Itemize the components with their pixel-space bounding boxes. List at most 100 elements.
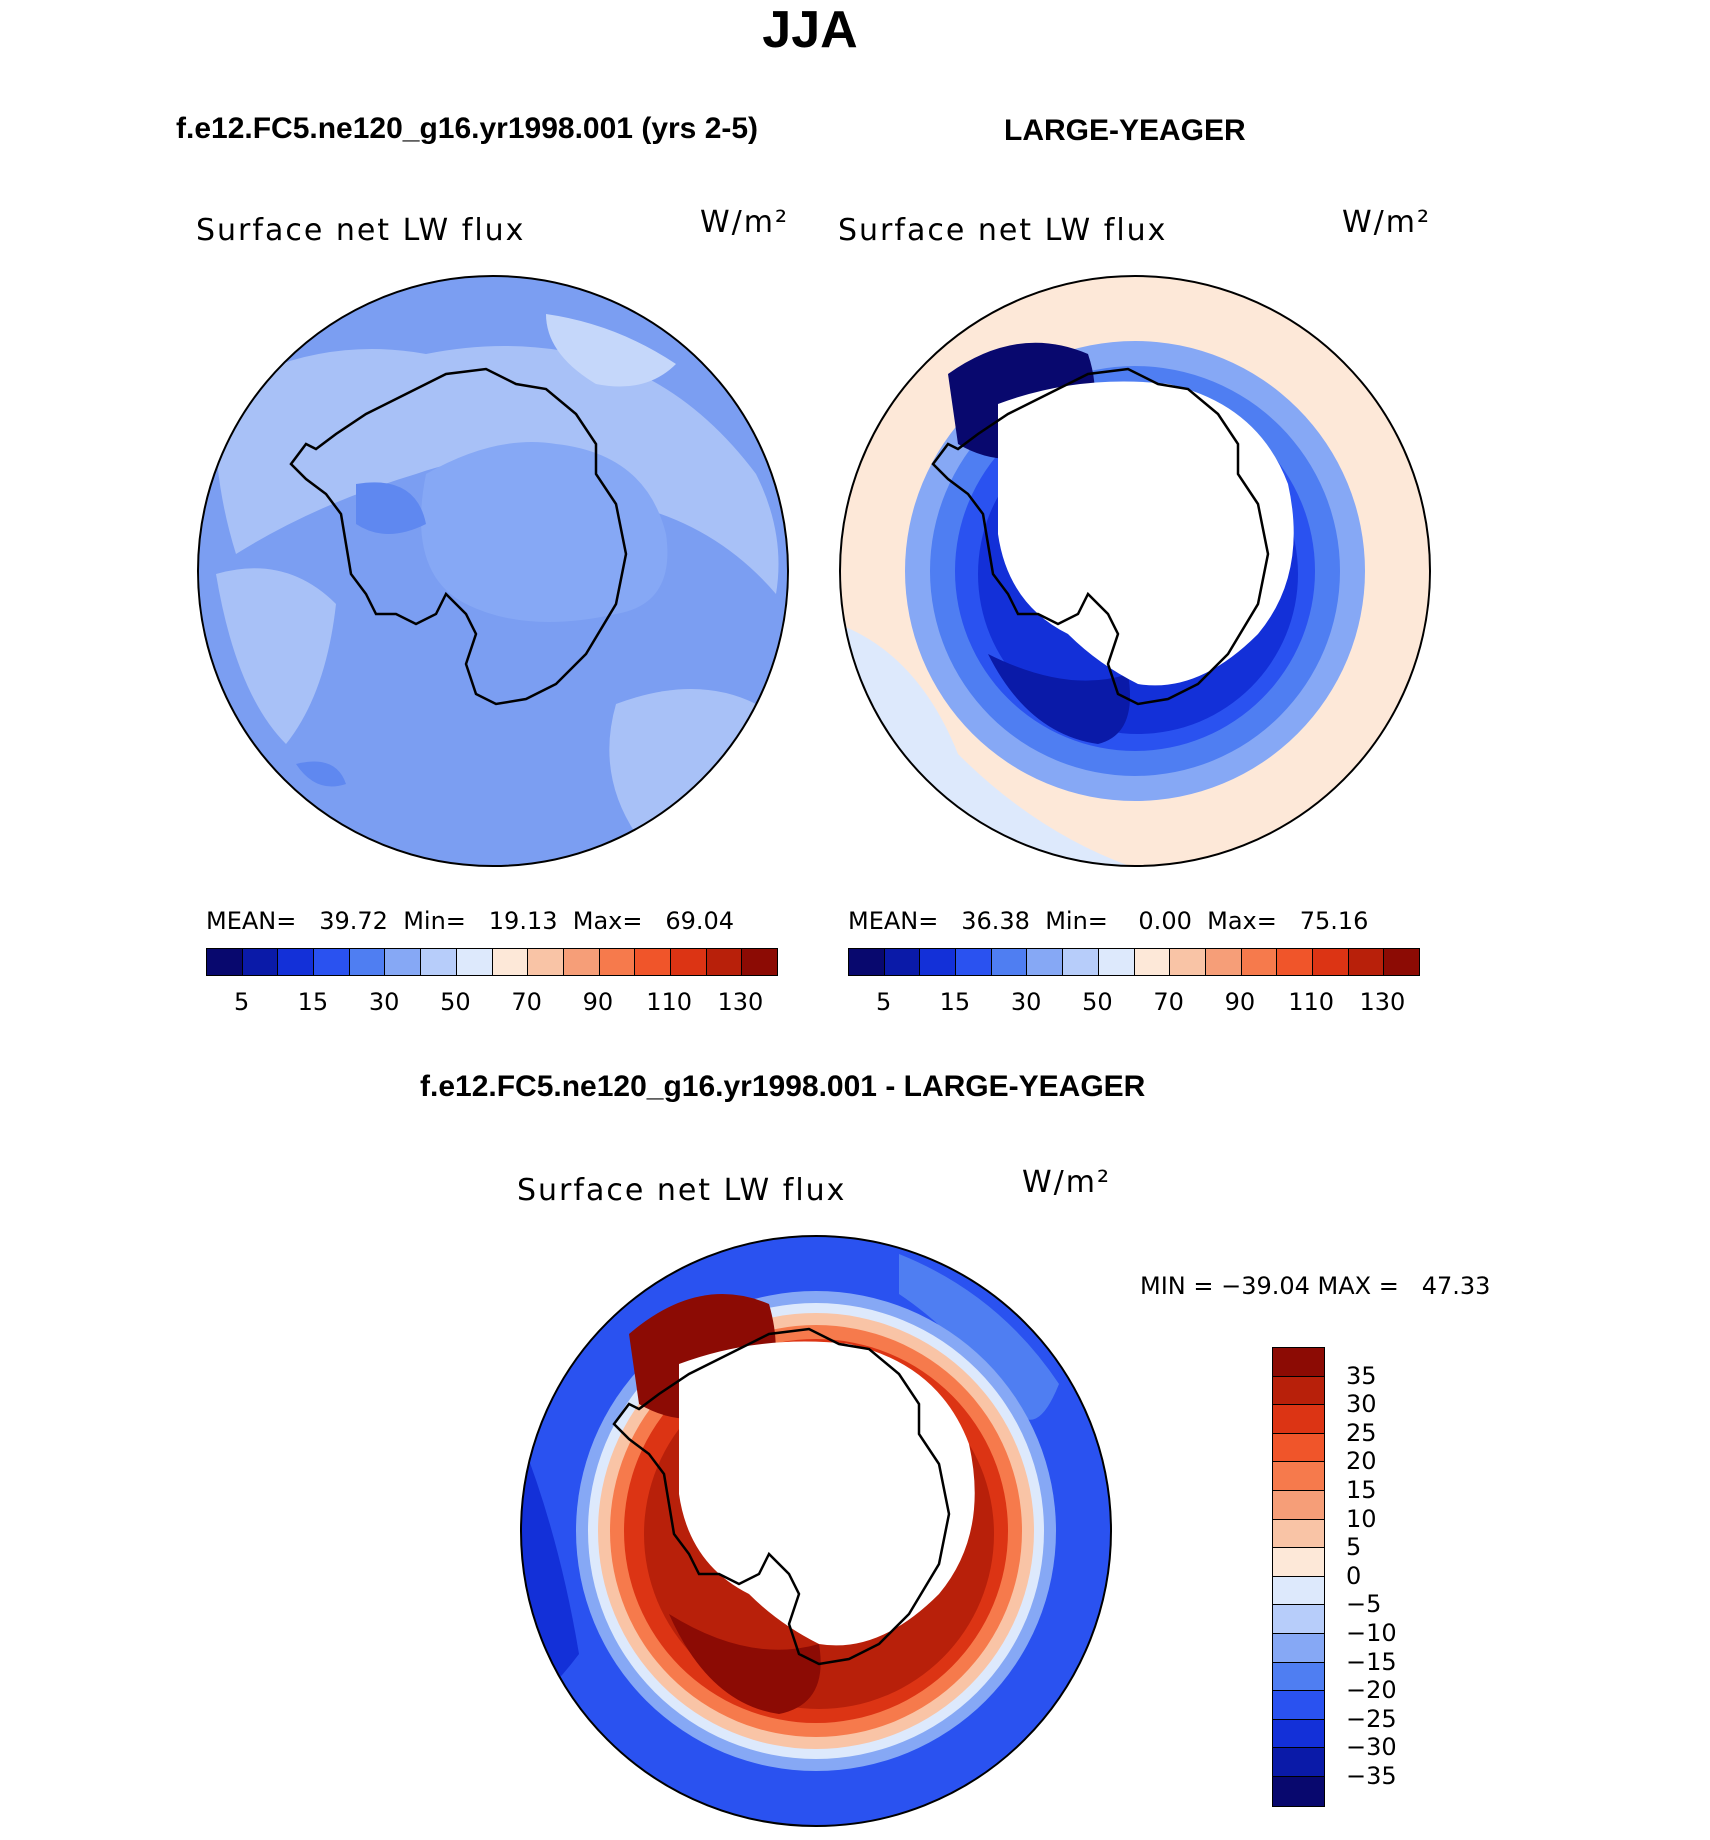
- colorbar-swatch: [884, 949, 921, 975]
- panel-2-map: [839, 275, 1431, 867]
- panel-3-coastline: [612, 1327, 951, 1666]
- panel-2-coastline: [931, 367, 1270, 706]
- colorbar-swatch: [278, 949, 315, 975]
- colorbar-swatch: [1277, 949, 1313, 975]
- colorbar-swatch: [1098, 949, 1135, 975]
- colorbar-swatch: [1384, 949, 1419, 975]
- colorbar-swatch: [599, 949, 636, 975]
- colorbar-swatch: [349, 949, 386, 975]
- colorbar-tick-label: 90: [582, 988, 614, 1016]
- colorbar-swatch: [1241, 949, 1278, 975]
- colorbar-swatch: [1205, 949, 1242, 975]
- colorbar-tick-label: 35: [1346, 1361, 1377, 1390]
- colorbar-swatch: [920, 949, 957, 975]
- colorbar-tick-label: 50: [440, 988, 471, 1016]
- colorbar-swatch: [1273, 1462, 1324, 1491]
- colorbar-swatch: [1063, 949, 1099, 975]
- colorbar-swatch: [1348, 949, 1385, 975]
- colorbar-swatch: [314, 949, 350, 975]
- panel-3-units: W/m²: [1022, 1165, 1112, 1200]
- panel-1-coastline: [289, 367, 628, 706]
- colorbar-swatch: [742, 949, 777, 975]
- colorbar-tick-label: 5: [1346, 1533, 1362, 1562]
- panel-1-map: [197, 275, 789, 867]
- colorbar-swatch: [1273, 1519, 1324, 1549]
- colorbar-swatch: [706, 949, 743, 975]
- colorbar-swatch: [1273, 1662, 1324, 1692]
- colorbar-swatch: [1273, 1691, 1324, 1720]
- colorbar-tick-label: 5: [233, 988, 250, 1016]
- colorbar-tick-label: 10: [1346, 1504, 1377, 1533]
- colorbar-swatch: [670, 949, 707, 975]
- colorbar-tick-label: −25: [1346, 1704, 1397, 1733]
- colorbar-tick-label: 30: [368, 988, 400, 1016]
- panel-1-map-outline: [197, 275, 789, 867]
- panel-2-map-field: [840, 276, 1430, 866]
- colorbar-swatch: [1027, 949, 1064, 975]
- colorbar-swatch: [1170, 949, 1206, 975]
- colorbar-tick-label: −5: [1346, 1590, 1382, 1619]
- colorbar-swatch: [492, 949, 529, 975]
- colorbar-swatch: [1273, 1490, 1324, 1520]
- panel-3-heading: f.e12.FC5.ne120_g16.yr1998.001 - LARGE-Y…: [420, 1070, 1146, 1103]
- panel-3-variable: Surface net LW flux: [517, 1173, 847, 1208]
- panel-1-variable: Surface net LW flux: [196, 213, 526, 248]
- colorbar-swatch: [1134, 949, 1171, 975]
- colorbar-tick-label: 15: [1346, 1476, 1377, 1504]
- colorbar-swatch: [421, 949, 457, 975]
- colorbar-swatch: [1273, 1719, 1324, 1749]
- colorbar-tick-label: 0: [1346, 1561, 1362, 1590]
- colorbar-swatch: [1273, 1605, 1324, 1634]
- colorbar-tick-label: 70: [1153, 988, 1184, 1016]
- colorbar-tick-label: 130: [1359, 988, 1406, 1016]
- colorbar-swatch: [528, 949, 564, 975]
- colorbar-tick-label: 30: [1346, 1390, 1377, 1419]
- panel-3-map-outline: [520, 1235, 1112, 1827]
- colorbar-tick-label: 15: [297, 988, 329, 1016]
- colorbar-swatch: [242, 949, 279, 975]
- colorbar-swatch: [563, 949, 600, 975]
- panel-1-units: W/m²: [700, 205, 790, 240]
- colorbar-tick-label: 130: [717, 988, 764, 1016]
- colorbar-swatch: [1273, 1548, 1324, 1577]
- colorbar-swatch: [1273, 1576, 1324, 1606]
- colorbar-tick-label: 110: [646, 988, 693, 1016]
- colorbar-swatch: [1273, 1405, 1324, 1434]
- colorbar-swatch: [456, 949, 493, 975]
- panel-2-variable: Surface net LW flux: [838, 213, 1168, 248]
- colorbar-tick-label: 20: [1346, 1447, 1377, 1476]
- colorbar-tick-label: 15: [939, 988, 971, 1016]
- colorbar-swatch: [849, 949, 885, 975]
- colorbar-tick-label: 110: [1288, 988, 1335, 1016]
- colorbar-tick-label: −20: [1346, 1676, 1397, 1705]
- page-title: JJA: [762, 1, 858, 59]
- colorbar-tick-label: −15: [1346, 1647, 1397, 1676]
- colorbar-tick-label: −35: [1346, 1762, 1397, 1790]
- panel-2-units: W/m²: [1342, 205, 1432, 240]
- panel-2-colorbar-ticks: 5 15 30 50 70 90 110 130: [848, 988, 1418, 1018]
- colorbar-swatch: [1273, 1433, 1324, 1463]
- panel-2-map-outline: [839, 275, 1431, 867]
- colorbar-swatch: [1273, 1776, 1324, 1806]
- panel-1-colorbar-ticks: 5 15 30 50 70 90 110 130: [206, 988, 776, 1018]
- colorbar-tick-label: 5: [875, 988, 892, 1016]
- panel-1-heading: f.e12.FC5.ne120_g16.yr1998.001 (yrs 2-5): [176, 112, 759, 145]
- colorbar-swatch: [1273, 1748, 1324, 1777]
- panel-1-map-field: [198, 276, 788, 866]
- colorbar-tick-label: 70: [511, 988, 542, 1016]
- panel-2-stats: MEAN= 36.38 Min= 0.00 Max= 75.16: [848, 907, 1369, 935]
- colorbar-tick-label: 90: [1224, 988, 1256, 1016]
- colorbar-swatch: [1273, 1376, 1324, 1406]
- panel-3-stats: MIN = −39.04 MAX = 47.33: [1140, 1272, 1491, 1300]
- colorbar-swatch: [956, 949, 992, 975]
- colorbar-swatch: [1273, 1348, 1324, 1377]
- panel-3-map-field: [521, 1236, 1111, 1826]
- colorbar-swatch: [385, 949, 422, 975]
- colorbar-tick-label: −30: [1346, 1733, 1397, 1762]
- colorbar-swatch: [1273, 1633, 1324, 1663]
- panel-2-heading: LARGE-YEAGER: [1004, 114, 1246, 147]
- colorbar-tick-label: −10: [1346, 1619, 1397, 1647]
- panel-2-colorbar: [848, 948, 1420, 976]
- colorbar-tick-label: 30: [1010, 988, 1042, 1016]
- colorbar-swatch: [207, 949, 243, 975]
